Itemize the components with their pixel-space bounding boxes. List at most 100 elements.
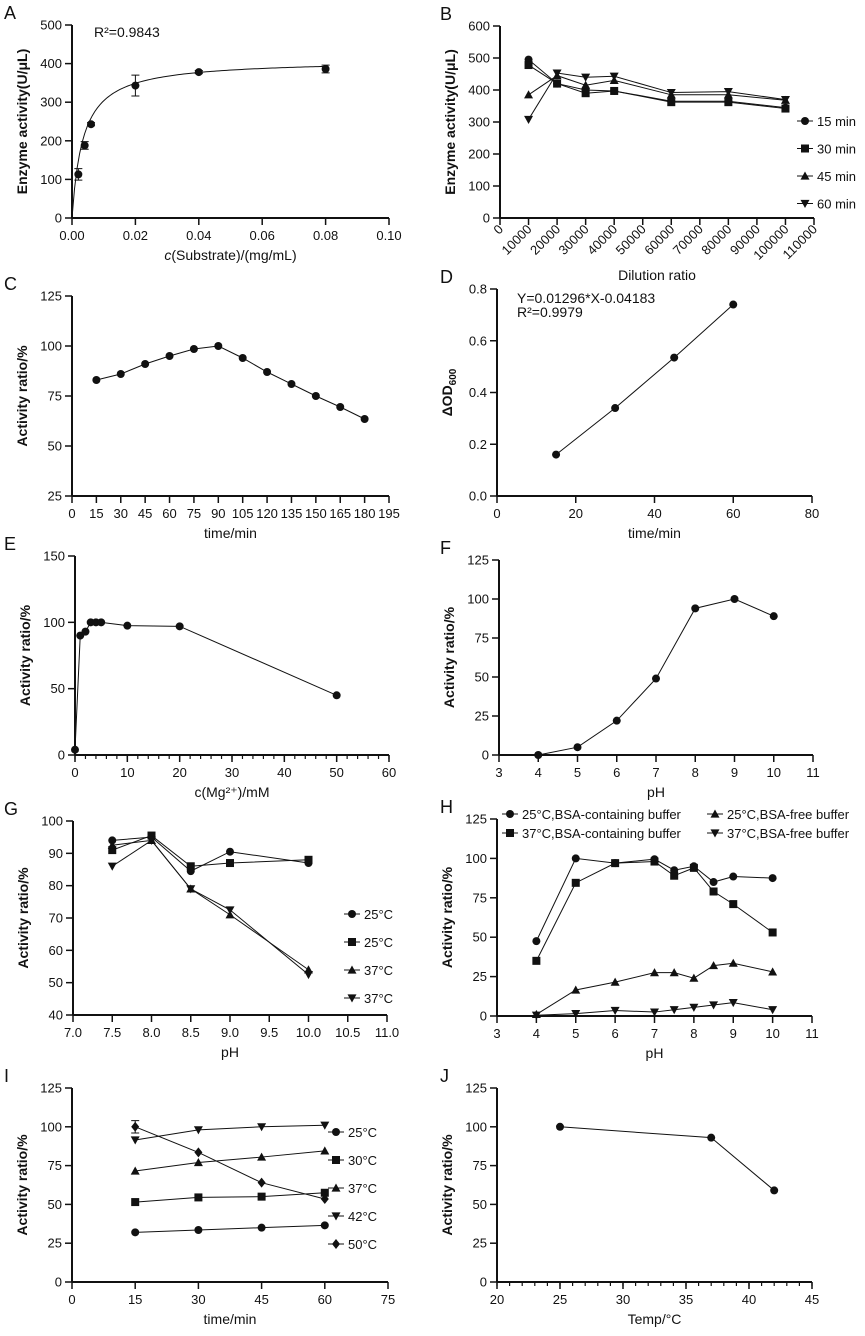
legend-item: 37°C bbox=[344, 991, 393, 1006]
y-tick-label: 100 bbox=[41, 814, 63, 829]
legend-label: 37°C bbox=[364, 963, 393, 978]
data-point bbox=[287, 380, 296, 388]
data-point bbox=[194, 1193, 203, 1202]
x-tick-label: 90 bbox=[211, 506, 225, 521]
data-point bbox=[553, 79, 562, 88]
data-point bbox=[612, 716, 621, 725]
data-point bbox=[610, 86, 619, 95]
series-0 bbox=[524, 55, 790, 112]
x-tick-label: 60 bbox=[162, 506, 176, 521]
data-point bbox=[130, 1136, 140, 1145]
x-tick-label: 75 bbox=[187, 506, 201, 521]
series-0 bbox=[552, 300, 738, 459]
legend-label: 60 min bbox=[817, 197, 856, 212]
x-tick-label: 40 bbox=[277, 765, 291, 780]
y-tick-label: 0 bbox=[483, 211, 490, 226]
x-tick-label: 0 bbox=[68, 506, 75, 521]
panel-h: H 3 4 5 6 7 8 9 10 11 0 25 50 75 100 125 pH Activity rati… bbox=[439, 797, 850, 1061]
data-point bbox=[670, 353, 679, 362]
x-tick-label: 8.5 bbox=[182, 1025, 200, 1040]
data-point bbox=[320, 1121, 330, 1130]
y-tick-label: 0 bbox=[482, 748, 489, 763]
series-line bbox=[559, 1126, 775, 1191]
y-tick-label: 400 bbox=[40, 56, 62, 71]
y-axis-label-main: ΔOD bbox=[439, 385, 455, 416]
data-point bbox=[534, 751, 543, 759]
y-tick-label: 25 bbox=[475, 709, 489, 724]
panel-b: B010000200003000040000500006000070000800… bbox=[440, 4, 856, 283]
data-point bbox=[728, 958, 738, 967]
y-tick-label: 0.2 bbox=[469, 437, 487, 452]
legend-item: 37°C,BSA-containing buffer bbox=[502, 826, 682, 841]
series-0 bbox=[131, 1221, 329, 1237]
y-tick-label: 200 bbox=[468, 147, 490, 162]
x-tick-label: 3 bbox=[495, 765, 502, 780]
y-tick-label: 50 bbox=[475, 670, 489, 685]
y-tick-label: 25 bbox=[473, 969, 487, 984]
x-tick-label: 0.04 bbox=[186, 228, 211, 243]
y-tick-label: 300 bbox=[468, 115, 490, 130]
legend-marker bbox=[331, 1183, 341, 1192]
data-point bbox=[610, 977, 620, 986]
data-point bbox=[193, 1126, 203, 1135]
x-axis-label: time/min bbox=[628, 525, 681, 541]
data-point bbox=[768, 928, 777, 937]
data-point bbox=[556, 1122, 564, 1131]
data-point bbox=[571, 985, 581, 994]
legend-label: 50°C bbox=[348, 1237, 377, 1252]
x-tick-label: 11.0 bbox=[375, 1025, 399, 1040]
legend-label: 25°C bbox=[364, 935, 393, 950]
series-line bbox=[535, 857, 773, 942]
x-tick-label: 0.10 bbox=[376, 228, 401, 243]
x-tick-label: 3 bbox=[493, 1026, 500, 1041]
annotation: Y=0.01296*X-0.04183 bbox=[517, 290, 655, 306]
data-point bbox=[723, 88, 733, 97]
series-line bbox=[135, 1192, 325, 1203]
series-0 bbox=[92, 342, 369, 423]
data-point bbox=[257, 1192, 266, 1201]
data-point bbox=[729, 900, 738, 909]
data-point bbox=[571, 854, 580, 863]
data-point bbox=[257, 1223, 266, 1232]
legend-label: 25°C bbox=[348, 1125, 377, 1140]
y-tick-label: 50 bbox=[473, 930, 487, 945]
data-point bbox=[336, 403, 345, 411]
series-line bbox=[112, 836, 309, 872]
data-point bbox=[573, 743, 582, 752]
x-tick-label: 40000 bbox=[584, 222, 620, 258]
series-line bbox=[555, 304, 734, 455]
series-line bbox=[96, 345, 365, 420]
data-point bbox=[194, 1226, 203, 1235]
y-tick-label: 60 bbox=[49, 943, 63, 958]
series-line bbox=[135, 1124, 325, 1141]
data-point bbox=[226, 847, 234, 856]
legend-marker bbox=[332, 1156, 340, 1164]
panel-letter: I bbox=[4, 1066, 9, 1086]
y-tick-label: 150 bbox=[43, 549, 65, 564]
y-tick-label: 25 bbox=[48, 1236, 62, 1251]
panel-letter: B bbox=[440, 4, 452, 24]
legend-label: 25°C,BSA-free buffer bbox=[727, 807, 850, 822]
data-point bbox=[81, 627, 90, 636]
y-tick-label: 600 bbox=[468, 19, 490, 34]
y-tick-label: 75 bbox=[48, 389, 62, 404]
data-point bbox=[304, 855, 313, 864]
data-point bbox=[225, 906, 235, 915]
x-tick-label: 4 bbox=[533, 1026, 540, 1041]
data-point bbox=[214, 342, 223, 350]
x-tick-label: 7.5 bbox=[103, 1025, 121, 1040]
data-point bbox=[131, 1198, 140, 1207]
series-3 bbox=[524, 69, 790, 124]
panel-letter: C bbox=[4, 274, 17, 294]
legend-marker bbox=[506, 829, 514, 837]
legend-marker bbox=[332, 1239, 340, 1249]
legend-marker bbox=[506, 810, 514, 818]
legend-marker bbox=[710, 809, 720, 818]
data-point bbox=[730, 595, 739, 603]
data-point bbox=[131, 81, 140, 90]
data-point bbox=[770, 1186, 779, 1195]
series-3 bbox=[130, 1121, 330, 1145]
x-tick-label: 7 bbox=[651, 1026, 658, 1041]
y-axis-label: Activity ratio/% bbox=[14, 1134, 30, 1236]
y-tick-label: 125 bbox=[465, 812, 487, 827]
